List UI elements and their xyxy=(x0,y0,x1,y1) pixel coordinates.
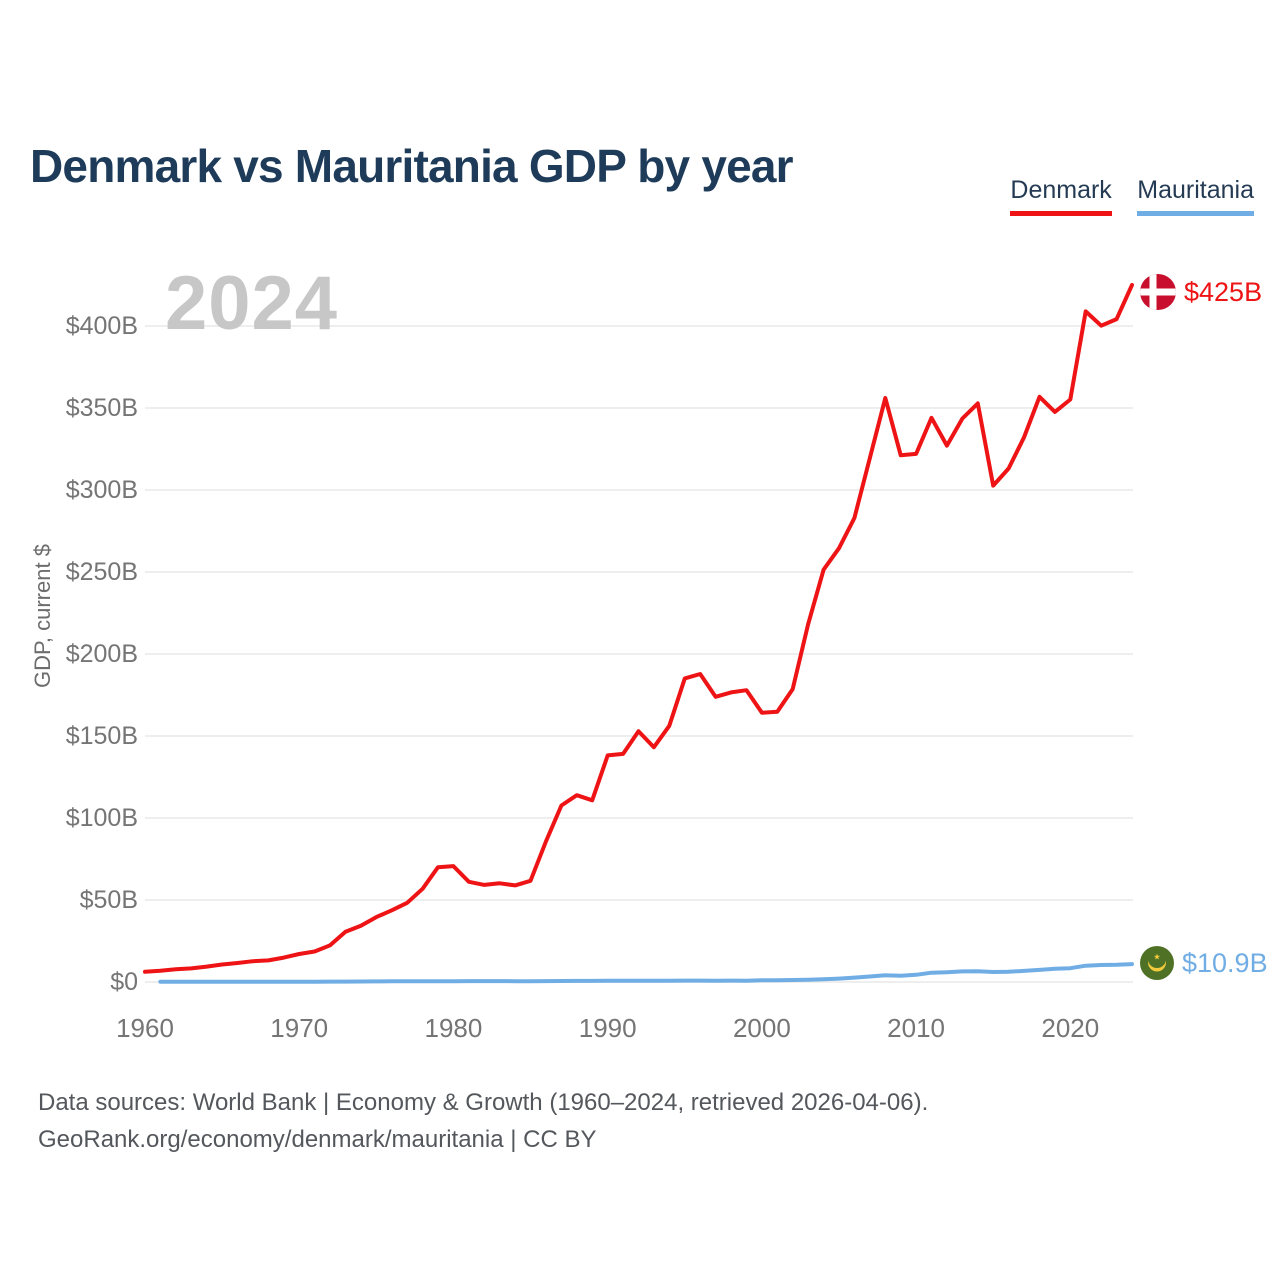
mauritania-flag-icon xyxy=(1140,946,1174,981)
x-tick-label: 1970 xyxy=(270,1013,329,1043)
x-tick-label: 1980 xyxy=(424,1013,483,1043)
x-tick-label: 2010 xyxy=(887,1013,946,1043)
y-axis-title: GDP, current $ xyxy=(30,544,55,688)
mauritania-end-value: $10.9B xyxy=(1182,947,1268,978)
x-tick-label: 1960 xyxy=(116,1013,174,1043)
denmark-end-value: $425B xyxy=(1184,276,1263,307)
chart-legend: Denmark Mauritania xyxy=(989,176,1254,216)
x-tick-label: 2000 xyxy=(732,1013,791,1043)
denmark-end-label: $425B xyxy=(1140,274,1262,310)
y-tick-label: $300B xyxy=(65,476,138,504)
x-tick-label: 1990 xyxy=(578,1013,637,1043)
y-tick-label: $400B xyxy=(65,312,138,340)
y-tick-label: $250B xyxy=(65,558,138,586)
y-tick-label: $100B xyxy=(65,804,138,832)
y-tick-label: $0 xyxy=(110,968,138,996)
denmark-flag-icon xyxy=(1140,274,1176,310)
y-tick-label: $50B xyxy=(79,886,138,914)
legend-item-denmark[interactable]: Denmark xyxy=(1010,176,1112,216)
mauritania-line xyxy=(158,962,1134,984)
y-tick-label: $150B xyxy=(65,722,138,750)
mauritania-end-label: $10.9B xyxy=(1140,946,1268,981)
y-tick-label: $350B xyxy=(65,394,138,422)
legend-item-mauritania[interactable]: Mauritania xyxy=(1137,176,1254,216)
footer-sources: Data sources: World Bank | Economy & Gro… xyxy=(38,1089,929,1116)
footer: Data sources: World Bank | Economy & Gro… xyxy=(38,1084,928,1158)
page-title: Denmark vs Mauritania GDP by year xyxy=(30,139,794,192)
denmark-line xyxy=(143,283,1134,974)
footer-attribution: GeoRank.org/economy/denmark/mauritania |… xyxy=(38,1126,597,1153)
y-tick-label: $200B xyxy=(65,640,138,668)
x-tick-label: 2020 xyxy=(1041,1013,1100,1043)
